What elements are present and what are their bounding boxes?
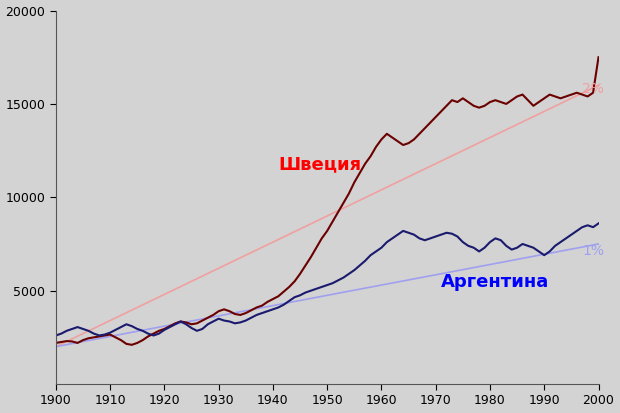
Text: 1%: 1% (582, 244, 604, 259)
Text: 2%: 2% (582, 82, 604, 96)
Text: Аргентина: Аргентина (441, 273, 549, 291)
Text: Швеция: Швеция (278, 155, 361, 173)
